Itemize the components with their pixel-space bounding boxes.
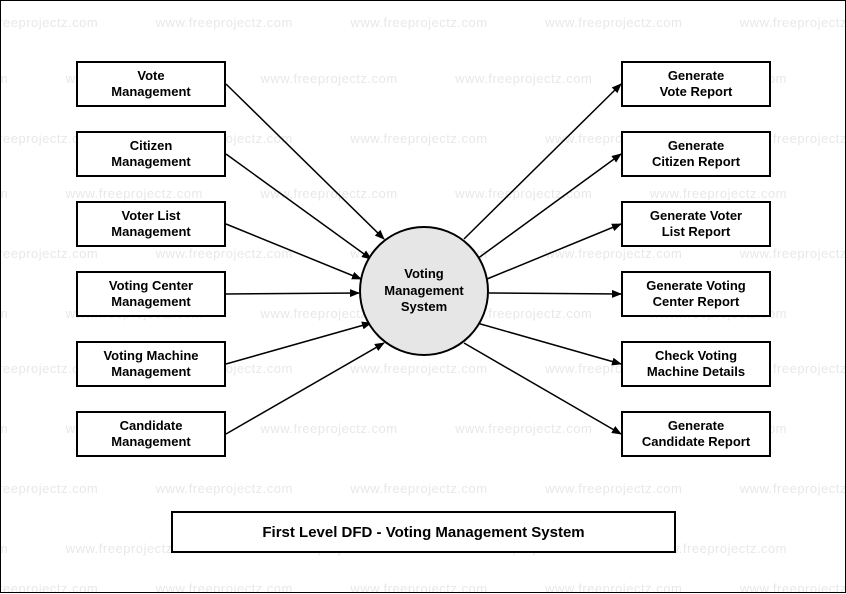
right-box-label-4: Check VotingMachine Details — [647, 348, 745, 381]
left-box-5: CandidateManagement — [76, 411, 226, 457]
watermark-row: www.freeprojectz.com www.freeprojectz.co… — [1, 186, 845, 201]
left-box-3: Voting CenterManagement — [76, 271, 226, 317]
right-box-label-2: Generate VoterList Report — [650, 208, 742, 241]
left-box-label-5: CandidateManagement — [111, 418, 190, 451]
right-box-1: GenerateCitizen Report — [621, 131, 771, 177]
right-box-4: Check VotingMachine Details — [621, 341, 771, 387]
left-box-label-0: VoteManagement — [111, 68, 190, 101]
left-box-1: CitizenManagement — [76, 131, 226, 177]
left-box-label-1: CitizenManagement — [111, 138, 190, 171]
right-box-label-0: GenerateVote Report — [660, 68, 733, 101]
left-box-label-2: Voter ListManagement — [111, 208, 190, 241]
left-box-label-3: Voting CenterManagement — [109, 278, 193, 311]
left-box-4: Voting MachineManagement — [76, 341, 226, 387]
center-label: VotingManagementSystem — [384, 266, 463, 317]
diagram-title: First Level DFD - Voting Management Syst… — [262, 524, 584, 541]
diagram-canvas: www.freeprojectz.com www.freeprojectz.co… — [0, 0, 846, 593]
right-box-label-1: GenerateCitizen Report — [652, 138, 740, 171]
watermark-row: www.freeprojectz.com www.freeprojectz.co… — [1, 481, 845, 496]
right-box-3: Generate VotingCenter Report — [621, 271, 771, 317]
right-box-0: GenerateVote Report — [621, 61, 771, 107]
watermark-row: www.freeprojectz.com www.freeprojectz.co… — [1, 15, 845, 30]
right-box-2: Generate VoterList Report — [621, 201, 771, 247]
title-box: First Level DFD - Voting Management Syst… — [171, 511, 676, 553]
left-box-label-4: Voting MachineManagement — [103, 348, 198, 381]
left-box-2: Voter ListManagement — [76, 201, 226, 247]
center-process: VotingManagementSystem — [359, 226, 489, 356]
right-box-label-5: GenerateCandidate Report — [642, 418, 750, 451]
right-box-label-3: Generate VotingCenter Report — [646, 278, 745, 311]
watermark-row: www.freeprojectz.com www.freeprojectz.co… — [1, 581, 845, 592]
left-box-0: VoteManagement — [76, 61, 226, 107]
right-box-5: GenerateCandidate Report — [621, 411, 771, 457]
